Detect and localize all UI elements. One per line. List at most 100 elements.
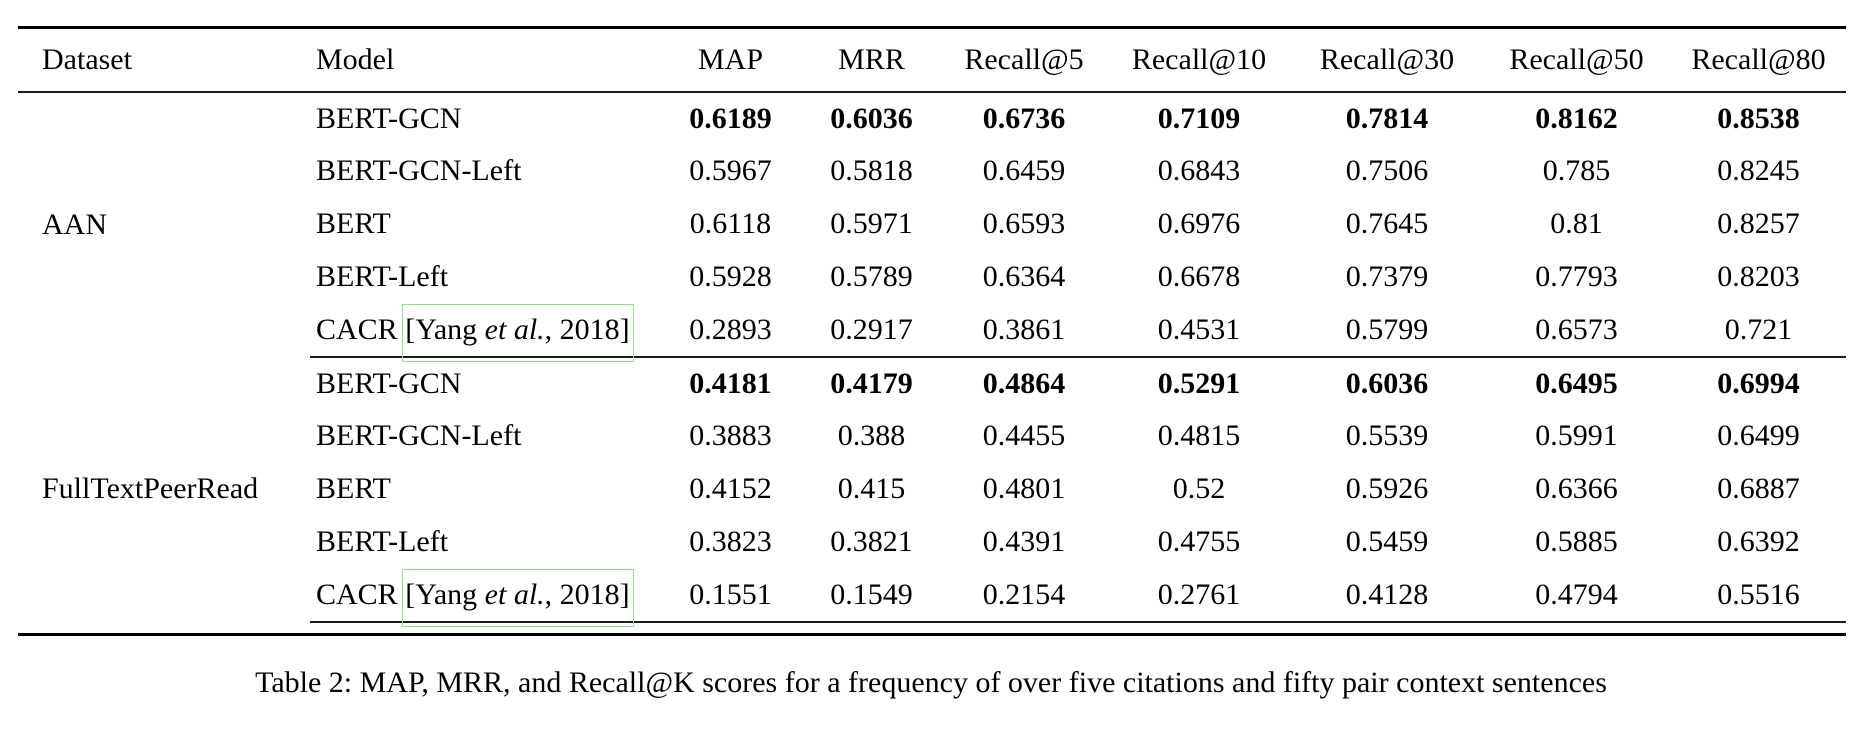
metric-value: 0.6976 [1157, 207, 1241, 240]
metric-value: 0.4179 [830, 366, 913, 400]
metric-value: 0.6994 [1717, 366, 1800, 400]
metric-value: 0.5928 [689, 260, 772, 293]
metric-value: 0.6392 [1717, 525, 1800, 558]
citation-link-yang-2018[interactable]: [Yang et al., 2018] [402, 568, 635, 627]
col-header-recall50: Recall@50 [1482, 27, 1671, 93]
citation-text: , 2018] [544, 312, 630, 346]
metric-value: 0.8162 [1535, 101, 1618, 135]
col-header-recall5: Recall@5 [942, 27, 1106, 93]
metric-value: 0.3861 [942, 303, 1106, 358]
metric-value: 0.4815 [1157, 419, 1241, 452]
model-name-text: CACR [316, 312, 406, 346]
model-label: BERT [316, 207, 391, 240]
metric-value: 0.4801 [982, 472, 1066, 505]
col-header-recall80: Recall@80 [1671, 27, 1846, 93]
model-label-cacr: CACR [Yang et al., 2018] [310, 303, 660, 362]
model-name-text: CACR [316, 577, 406, 611]
metric-value: 0.721 [1671, 303, 1846, 358]
citation-text: [Yang [405, 312, 485, 346]
model-label: BERT-GCN-Left [316, 154, 522, 187]
dataset-label-fulltextpeerread: FullTextPeerRead [42, 472, 259, 505]
citation-link-yang-2018[interactable]: [Yang et al., 2018] [402, 303, 635, 362]
metric-value: 0.5991 [1535, 419, 1618, 452]
table-row: BERT-Left 0.5928 0.5789 0.6364 0.6678 0.… [18, 251, 1846, 304]
metric-value: 0.5967 [689, 154, 772, 187]
metric-value: 0.6189 [689, 101, 772, 135]
metric-value: 0.6736 [982, 101, 1066, 135]
citation-text: , 2018] [544, 577, 630, 611]
metric-value: 0.3821 [830, 525, 913, 558]
metric-value: 0.5516 [1671, 568, 1846, 623]
metric-value: 0.81 [1550, 207, 1603, 240]
metric-value: 0.7814 [1345, 101, 1429, 135]
model-label: BERT-GCN [316, 366, 462, 400]
model-label-cacr: CACR [Yang et al., 2018] [310, 568, 660, 627]
col-header-map: MAP [660, 27, 801, 93]
citation-text: [Yang [405, 577, 485, 611]
metric-value: 0.6887 [1717, 472, 1800, 505]
results-table: Dataset Model MAP MRR Recall@5 Recall@10… [18, 26, 1846, 627]
metric-value: 0.8245 [1717, 154, 1800, 187]
metric-value: 0.5885 [1535, 525, 1618, 558]
results-table-wrap: Dataset Model MAP MRR Recall@5 Recall@10… [18, 26, 1846, 636]
metric-value: 0.415 [837, 472, 906, 505]
table-row: BERT 0.6118 0.5971 0.6593 0.6976 0.7645 … [18, 198, 1846, 251]
table-row: BERT-GCN-Left 0.5967 0.5818 0.6459 0.684… [18, 145, 1846, 198]
model-label: BERT-Left [316, 260, 449, 293]
col-header-mrr: MRR [801, 27, 942, 93]
col-header-model: Model [310, 27, 660, 93]
metric-value: 0.52 [1172, 472, 1226, 505]
metric-value: 0.6678 [1157, 260, 1241, 293]
metric-value: 0.8203 [1717, 260, 1800, 293]
table-row: AAN BERT-GCN 0.6189 0.6036 0.6736 0.7109… [18, 92, 1846, 241]
metric-value: 0.4531 [1106, 303, 1292, 358]
model-label: BERT-Left [316, 525, 449, 558]
metric-value: 0.4455 [982, 419, 1066, 452]
metric-value: 0.388 [837, 419, 906, 452]
metric-value: 0.6036 [830, 101, 913, 135]
metric-value: 0.8538 [1717, 101, 1800, 135]
metric-value: 0.5971 [830, 207, 913, 240]
table-row: CACR [Yang et al., 2018] 0.1551 0.1549 0… [18, 568, 1846, 627]
metric-value: 0.3883 [689, 419, 772, 452]
metric-value: 0.5291 [1157, 366, 1241, 400]
metric-value: 0.6499 [1717, 419, 1800, 452]
col-header-dataset: Dataset [18, 27, 310, 93]
model-label: BERT [316, 472, 391, 505]
metric-value: 0.785 [1542, 154, 1611, 187]
metric-value: 0.7645 [1345, 207, 1429, 240]
metric-value: 0.2917 [801, 303, 942, 358]
metric-value: 0.4128 [1292, 568, 1482, 623]
table-row: FullTextPeerRead BERT-GCN 0.4181 0.4179 … [18, 357, 1846, 506]
metric-value: 0.5926 [1345, 472, 1429, 505]
metric-value: 0.7793 [1535, 260, 1618, 293]
table-row: CACR [Yang et al., 2018] 0.2893 0.2917 0… [18, 303, 1846, 362]
table-row: BERT 0.4152 0.415 0.4801 0.52 0.5926 0.6… [18, 463, 1846, 516]
metric-value: 0.6366 [1535, 472, 1618, 505]
metric-value: 0.5539 [1345, 419, 1429, 452]
metric-value: 0.6495 [1535, 366, 1618, 400]
dataset-label-aan: AAN [42, 207, 107, 241]
metric-value: 0.4391 [982, 525, 1066, 558]
metric-value: 0.1551 [660, 568, 801, 623]
metric-value: 0.1549 [801, 568, 942, 623]
metric-value: 0.6573 [1482, 303, 1671, 358]
metric-value: 0.6118 [689, 207, 772, 240]
metric-value: 0.8257 [1717, 207, 1800, 240]
metric-value: 0.6036 [1345, 366, 1429, 400]
metric-value: 0.3823 [689, 525, 772, 558]
model-label: BERT-GCN [316, 101, 462, 135]
citation-etal-italic: et al. [484, 577, 545, 611]
metric-value: 0.4794 [1482, 568, 1671, 623]
metric-value: 0.7379 [1345, 260, 1429, 293]
metric-value: 0.6364 [982, 260, 1066, 293]
metric-value: 0.2893 [660, 303, 801, 358]
metric-value: 0.2761 [1106, 568, 1292, 623]
metric-value: 0.6593 [982, 207, 1066, 240]
table-row: BERT-Left 0.3823 0.3821 0.4391 0.4755 0.… [18, 516, 1846, 569]
metric-value: 0.5818 [830, 154, 913, 187]
model-label: BERT-GCN-Left [316, 419, 522, 452]
metric-value: 0.4864 [982, 366, 1066, 400]
header-row: Dataset Model MAP MRR Recall@5 Recall@10… [18, 27, 1846, 93]
col-header-recall10: Recall@10 [1106, 27, 1292, 93]
